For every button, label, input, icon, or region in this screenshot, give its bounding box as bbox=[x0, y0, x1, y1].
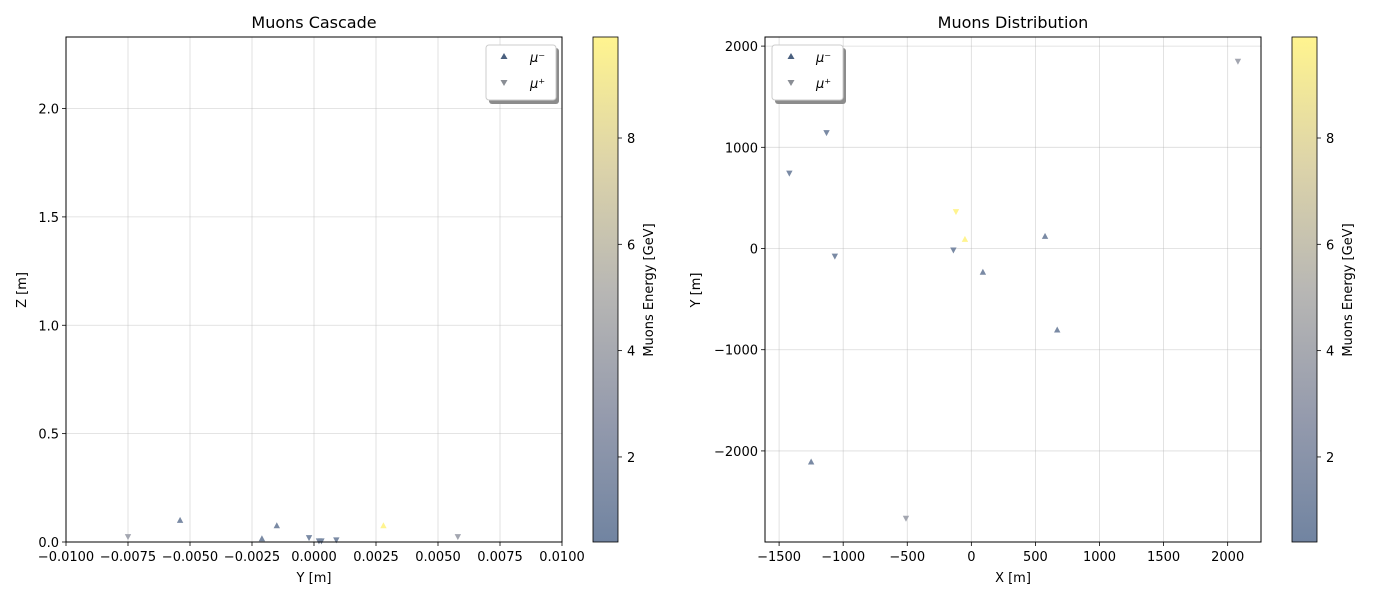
mu-minus-point bbox=[258, 535, 266, 542]
plot-area-frame bbox=[764, 36, 1262, 543]
colorbar: 2 4 6 8 Muons Energy [GeV] bbox=[1291, 36, 1356, 543]
colorbar-ticks: 2 4 6 8 bbox=[1317, 132, 1334, 466]
mu-plus-point bbox=[952, 209, 960, 216]
colorbar-label: Muons Energy [GeV] bbox=[1341, 223, 1356, 356]
x-axis-ticks: −0.0100 −0.0075 −0.0050 −0.0025 0.0000 0.0025… bbox=[38, 542, 585, 565]
mu-plus-point bbox=[1234, 58, 1242, 65]
colorbar-tick-label: 4 bbox=[1326, 345, 1334, 360]
colorbar-ticks: 2 4 6 8 bbox=[618, 132, 635, 466]
x-tick-label: 500 bbox=[1023, 550, 1048, 565]
chart-title: Muons Distribution bbox=[938, 13, 1089, 32]
x-tick-label: −0.0050 bbox=[162, 550, 218, 565]
x-tick-label: −1000 bbox=[821, 550, 865, 565]
colorbar-label: Muons Energy [GeV] bbox=[642, 223, 657, 356]
colorbar-tick-label: 8 bbox=[1326, 132, 1334, 147]
legend: μ⁻ μ⁺ bbox=[485, 44, 559, 104]
y-axis-ticks: −2000 −1000 0 1000 2000 bbox=[714, 40, 765, 460]
colorbar-tick-label: 6 bbox=[1326, 238, 1334, 253]
mu-plus-point bbox=[823, 130, 830, 137]
mu-plus-point bbox=[454, 534, 462, 541]
mu-minus-point bbox=[807, 458, 815, 465]
legend-box bbox=[771, 44, 844, 101]
legend-label-mu-minus: μ⁻ bbox=[529, 51, 545, 66]
x-tick-label: 2000 bbox=[1211, 550, 1244, 565]
mu-minus-point bbox=[1041, 232, 1049, 239]
legend-marker-mu-minus-icon bbox=[500, 53, 508, 59]
x-tick-label: −1500 bbox=[757, 550, 801, 565]
y-axis-label: Z [m] bbox=[15, 272, 30, 308]
x-tick-label: 1500 bbox=[1147, 550, 1180, 565]
colorbar-tick-label: 2 bbox=[627, 451, 635, 466]
scatter-points bbox=[786, 58, 1242, 522]
muons-distribution-panel: Muons Distribution −1500 −1000 −500 0 500 100… bbox=[689, 13, 1356, 586]
y-tick-label: 0.5 bbox=[38, 428, 59, 443]
mu-plus-point bbox=[786, 170, 793, 177]
y-tick-label: 2.0 bbox=[38, 103, 59, 118]
mu-plus-point bbox=[950, 247, 957, 254]
legend-marker-mu-plus-icon bbox=[787, 80, 795, 86]
y-tick-label: 0.0 bbox=[38, 536, 59, 551]
muons-cascade-panel: Muons Cascade −0.0100 −0.0075 −0.0050 −0.00… bbox=[15, 13, 657, 586]
x-axis-label: Y [m] bbox=[296, 571, 332, 586]
colorbar-gradient bbox=[1291, 36, 1318, 543]
legend-marker-mu-minus-icon bbox=[787, 53, 795, 59]
legend-box bbox=[485, 44, 557, 101]
grid-lines bbox=[765, 37, 1261, 542]
x-tick-label: −0.0075 bbox=[100, 550, 156, 565]
y-tick-label: 2000 bbox=[725, 40, 758, 55]
x-tick-label: 0 bbox=[967, 550, 975, 565]
x-axis-ticks: −1500 −1000 −500 0 500 1000 1500 2000 bbox=[757, 542, 1244, 565]
x-tick-label: 1000 bbox=[1083, 550, 1116, 565]
x-tick-label: 0.0075 bbox=[477, 550, 523, 565]
mu-plus-point bbox=[831, 253, 839, 260]
legend-marker-mu-plus-icon bbox=[500, 80, 508, 86]
x-tick-label: −0.0100 bbox=[38, 550, 94, 565]
colorbar-tick-label: 2 bbox=[1326, 451, 1334, 466]
x-tick-label: 0.0050 bbox=[415, 550, 461, 565]
mu-plus-point bbox=[318, 538, 325, 545]
mu-minus-point bbox=[979, 268, 987, 275]
mu-minus-point bbox=[176, 516, 184, 523]
y-tick-label: −2000 bbox=[714, 445, 758, 460]
scatter-points bbox=[124, 516, 462, 545]
mu-plus-point bbox=[305, 535, 313, 542]
x-axis-label: X [m] bbox=[995, 571, 1031, 586]
colorbar-tick-label: 8 bbox=[627, 132, 635, 147]
x-tick-label: −0.0025 bbox=[224, 550, 280, 565]
y-axis-label: Y [m] bbox=[689, 273, 704, 309]
colorbar-gradient bbox=[592, 36, 619, 543]
mu-plus-point bbox=[333, 537, 340, 544]
mu-minus-point bbox=[380, 522, 387, 529]
y-tick-label: −1000 bbox=[714, 344, 758, 359]
x-tick-label: 0.0000 bbox=[291, 550, 337, 565]
mu-minus-point bbox=[273, 522, 280, 529]
mu-minus-point bbox=[961, 235, 969, 242]
legend-label-mu-plus: μ⁺ bbox=[815, 77, 831, 92]
legend-label-mu-minus: μ⁻ bbox=[815, 51, 831, 66]
y-axis-ticks: 0.0 0.5 1.0 1.5 2.0 bbox=[38, 103, 66, 551]
chart-title: Muons Cascade bbox=[251, 13, 376, 32]
x-tick-label: 0.0100 bbox=[539, 550, 585, 565]
colorbar-tick-label: 4 bbox=[627, 345, 635, 360]
y-tick-label: 0 bbox=[750, 243, 758, 258]
legend-label-mu-plus: μ⁺ bbox=[529, 77, 545, 92]
colorbar: 2 4 6 8 Muons Energy [GeV] bbox=[592, 36, 657, 543]
x-tick-label: 0.0025 bbox=[353, 550, 399, 565]
y-tick-label: 1000 bbox=[725, 141, 758, 156]
grid-lines bbox=[65, 37, 563, 543]
mu-plus-point bbox=[124, 534, 132, 541]
mu-minus-point bbox=[1054, 326, 1061, 333]
x-tick-label: −500 bbox=[889, 550, 925, 565]
colorbar-tick-label: 6 bbox=[627, 238, 635, 253]
y-tick-label: 1.5 bbox=[38, 211, 59, 226]
legend: μ⁻ μ⁺ bbox=[771, 44, 846, 104]
mu-plus-point bbox=[902, 515, 910, 522]
y-tick-label: 1.0 bbox=[38, 319, 59, 334]
